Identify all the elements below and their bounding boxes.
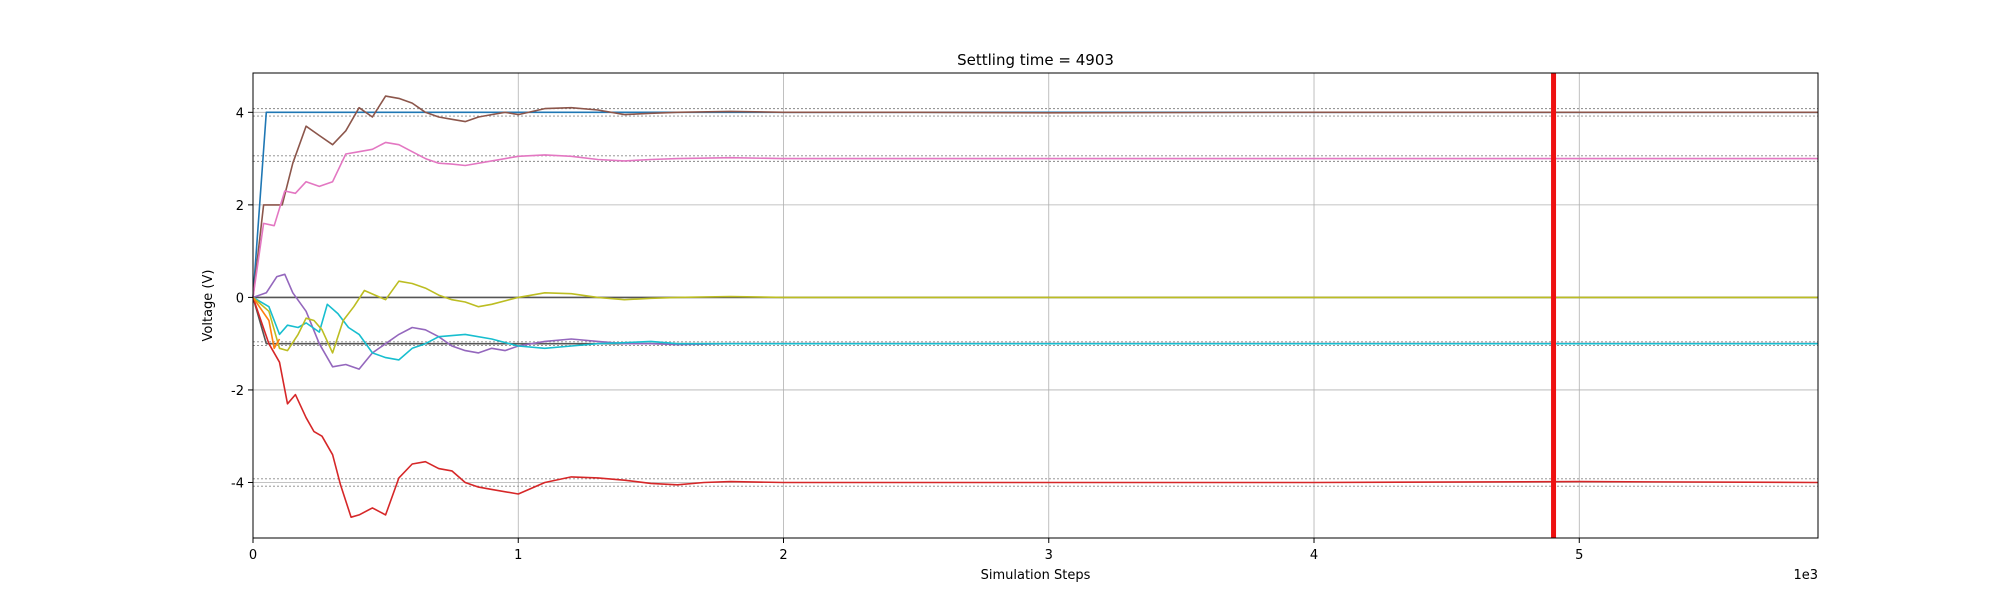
series-line	[252, 273, 1818, 370]
y-tick-label: -4	[231, 476, 244, 491]
y-tick-label: -2	[231, 384, 244, 399]
axis-ticks: 0 1 2 3 4 5 -4 -2 0 2 4	[231, 106, 1583, 563]
series-line	[252, 141, 1818, 298]
series-group	[252, 95, 1819, 519]
series-line	[252, 297, 1819, 519]
plot-frame	[252, 72, 1819, 539]
x-axis-label: Simulation Steps	[981, 568, 1091, 583]
y-tick-label: 4	[236, 106, 244, 121]
chart-title: Settling time = 4903	[957, 51, 1114, 69]
x-tick-label: 2	[779, 548, 787, 563]
y-tick-label: 2	[236, 199, 244, 214]
x-tick-label: 5	[1575, 548, 1583, 563]
series-line	[252, 280, 1818, 354]
series-line	[252, 296, 1818, 361]
y-axis-label: Voltage (V)	[201, 270, 216, 342]
x-tick-label: 1	[514, 548, 522, 563]
x-tick-label: 3	[1045, 548, 1053, 563]
series-line	[252, 296, 281, 350]
y-tick-label: 0	[236, 291, 244, 306]
x-axis-offset-label: 1e3	[1793, 568, 1818, 583]
x-tick-label: 4	[1310, 548, 1318, 563]
x-tick-label: 0	[249, 548, 257, 563]
series-line	[252, 95, 1818, 298]
